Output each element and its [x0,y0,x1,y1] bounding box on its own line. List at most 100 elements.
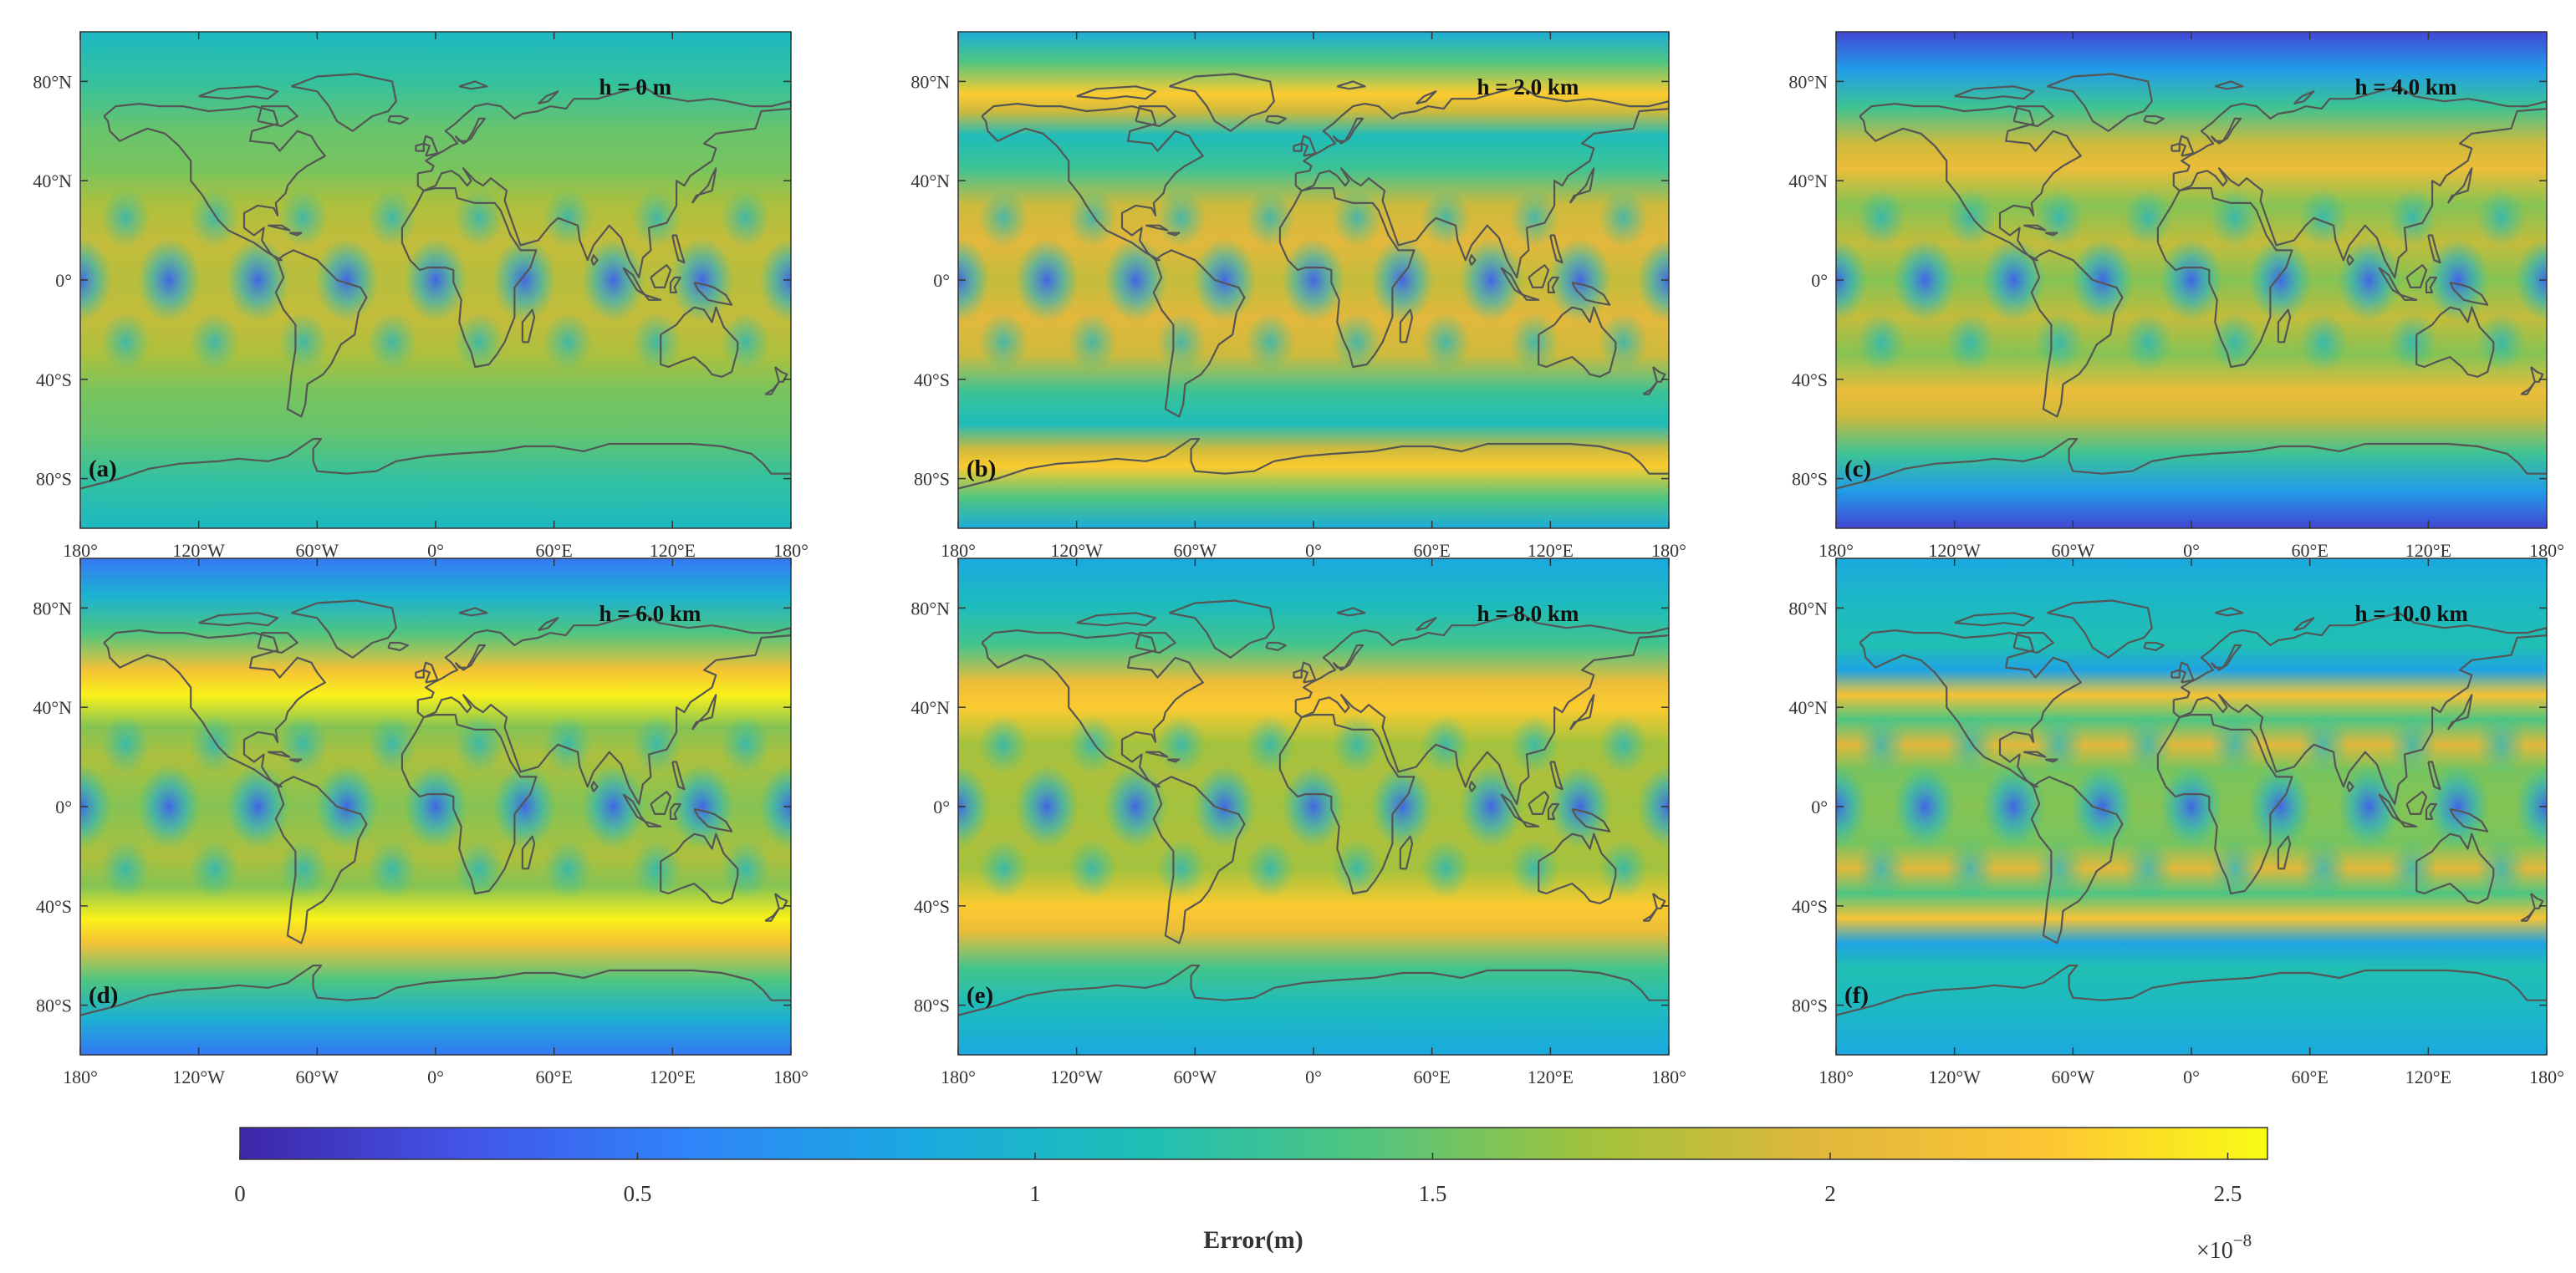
y-tick-label: 80°N [1788,598,1828,619]
y-tick-label: 80°S [914,469,950,490]
secondary-minimum [2034,715,2084,775]
secondary-minimum [1421,312,1471,372]
secondary-minimum [1509,312,1560,372]
coastline [2143,115,2165,125]
coastline [291,73,397,132]
secondary-minimum [2476,312,2527,372]
minimum-blob [80,237,113,323]
secondary-minimum [278,312,329,372]
coastline [288,758,303,763]
secondary-minimum [1856,312,1907,372]
minimum-blob [2514,237,2547,323]
y-axis: 80°N 40°N 0° 40°S 80°S [1788,598,2547,1016]
coastline [387,641,409,651]
minimum-blob [1982,237,2046,323]
coastline [1549,234,1563,264]
secondary-minimum [1509,188,1560,248]
secondary-minimum [2034,188,2084,248]
minimum-blob [2248,764,2313,849]
secondary-minimum [2476,715,2527,775]
panel-letter: (c) [1844,456,1871,482]
minimum-blob [492,237,557,323]
colorbar-exponent: −8 [2233,1230,2252,1250]
secondary-minimum [2210,312,2260,372]
minimum-blob [670,237,734,323]
coastline [2427,761,2441,791]
secondary-minimum [367,838,417,899]
coastline [1642,380,1658,395]
coastline [274,249,368,418]
coastline [288,232,303,237]
heatmap-field [1836,558,2547,1055]
coastline [2030,249,2124,418]
coastline [1300,135,1317,157]
x-tick-label: 180° [941,1067,976,1087]
coastline [1278,714,1416,895]
minimum-blob [80,764,113,849]
heatmap-field [80,558,791,1055]
coastline [669,802,681,820]
secondary-minimum [1156,312,1206,372]
x-axis: 180° 120°W 60°W 0° 60°E 120°E 180° [63,558,809,1087]
coastline [2400,820,2418,827]
secondary-minimum [367,312,417,372]
secondary-minimum [2034,838,2084,899]
secondary-minimum [100,838,151,899]
minimum-blob [137,237,201,323]
coastline [1135,632,1176,654]
coastline [2178,135,2195,157]
y-axis: 80°N 40°N 0° 40°S 80°S [33,598,791,1016]
minimum-blob [1836,237,1869,323]
minimum-blob [1192,237,1257,323]
secondary-minimum [2387,312,2438,372]
x-tick-label: 180° [1651,540,1686,561]
coastline [2012,105,2054,127]
coastline [2346,254,2354,266]
coastline [1652,366,1666,383]
coastline [1468,781,1477,792]
secondary-minimum [978,312,1029,372]
x-tick-label: 120°E [650,540,696,561]
secondary-minimum [278,715,329,775]
y-axis: 80°N 40°N 0° 40°S 80°S [1788,71,2547,490]
coastline [2210,117,2242,145]
x-tick-label: 60°E [536,1067,573,1087]
y-tick-label: 80°N [911,598,950,619]
x-tick-label: 180° [1819,540,1854,561]
secondary-minimum [189,715,240,775]
y-tick-label: 40°S [914,896,950,917]
coastline [1954,612,2035,627]
coastline [400,187,538,369]
secondary-minimum [2476,188,2527,248]
coastline [2178,661,2195,684]
y-tick-label: 80°S [1792,469,1828,490]
coastline [644,820,662,827]
coastline [2210,644,2242,671]
coastline [1169,599,1275,659]
x-tick-label: 60°E [1414,540,1451,561]
minimum-blob [1893,764,1957,849]
coastline [1265,641,1287,651]
error-minima [80,715,791,899]
y-tick-label: 0° [1811,270,1828,291]
y-tick-label: 80°N [33,598,72,619]
x-tick-label: 60°W [2052,540,2095,561]
panel-letter: (b) [967,456,996,482]
coastline [1332,117,1365,145]
x-tick-label: 60°E [2292,540,2329,561]
y-tick-label: 40°N [911,171,950,191]
secondary-minimum [2123,188,2173,248]
minimum-blob [1636,237,1669,323]
minimum-blob [758,764,791,849]
coastline [2427,234,2441,264]
x-tick-label: 60°E [2292,1067,2329,1087]
x-tick-label: 180° [1651,1067,1686,1087]
coastline [1332,644,1365,671]
coastline [2530,366,2544,383]
x-tick-label: 60°W [296,540,339,561]
secondary-minimum [2298,838,2349,899]
colorbar-label: Error(m) [1203,1226,1303,1254]
secondary-minimum [100,188,151,248]
x-tick-label: 180° [773,1067,809,1087]
